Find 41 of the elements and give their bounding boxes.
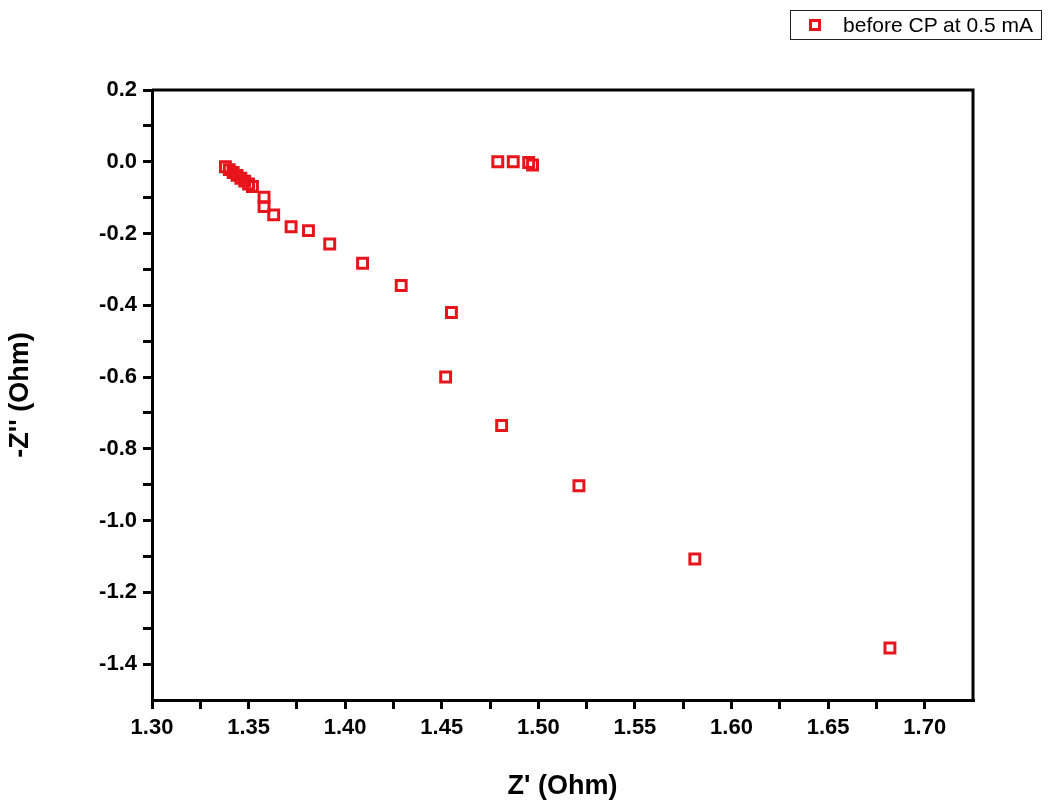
x-tick-label: 1.55 xyxy=(613,714,657,740)
point xyxy=(246,180,259,193)
x-tick-label: 1.35 xyxy=(227,714,270,740)
legend-label: before CP at 0.5 mA xyxy=(843,13,1033,37)
x-tick-label: 1.70 xyxy=(903,714,947,740)
point xyxy=(506,155,520,169)
x-tick-label: 1.50 xyxy=(516,714,560,740)
y-tick-label: -1.2 xyxy=(99,578,137,604)
point xyxy=(572,479,586,493)
y-tick-label: -0.2 xyxy=(99,219,137,245)
point xyxy=(526,158,540,172)
x-tick-label: 1.30 xyxy=(130,714,174,740)
y-tick-label: 0.2 xyxy=(106,76,137,102)
point xyxy=(218,160,232,174)
x-tick-label: 1.40 xyxy=(323,714,367,740)
point xyxy=(688,552,702,566)
point xyxy=(439,370,453,384)
point xyxy=(522,156,536,169)
point xyxy=(267,208,281,222)
point xyxy=(394,279,408,293)
y-tick-label: 0.0 xyxy=(106,147,137,173)
point xyxy=(491,155,505,169)
point xyxy=(883,641,897,655)
x-axis-title: Z' (Ohm) xyxy=(507,770,618,801)
point xyxy=(444,306,458,319)
x-tick-label: 1.60 xyxy=(710,714,753,740)
y-tick-label: -0.6 xyxy=(99,363,137,389)
point xyxy=(257,200,271,214)
y-tick-label: -0.8 xyxy=(99,434,137,460)
y-tick-label: -0.4 xyxy=(99,291,138,317)
x-tick-label: 1.45 xyxy=(420,714,464,740)
y-tick-label: -1.4 xyxy=(99,650,138,676)
point xyxy=(302,224,315,238)
point xyxy=(257,190,271,204)
point xyxy=(356,256,370,270)
y-tick-label: -1.0 xyxy=(99,506,137,532)
x-tick-label: 1.65 xyxy=(806,714,850,740)
point xyxy=(284,220,298,234)
point xyxy=(323,237,337,251)
y-axis-title: -Z'' (Ohm) xyxy=(3,332,34,458)
point xyxy=(495,419,509,432)
